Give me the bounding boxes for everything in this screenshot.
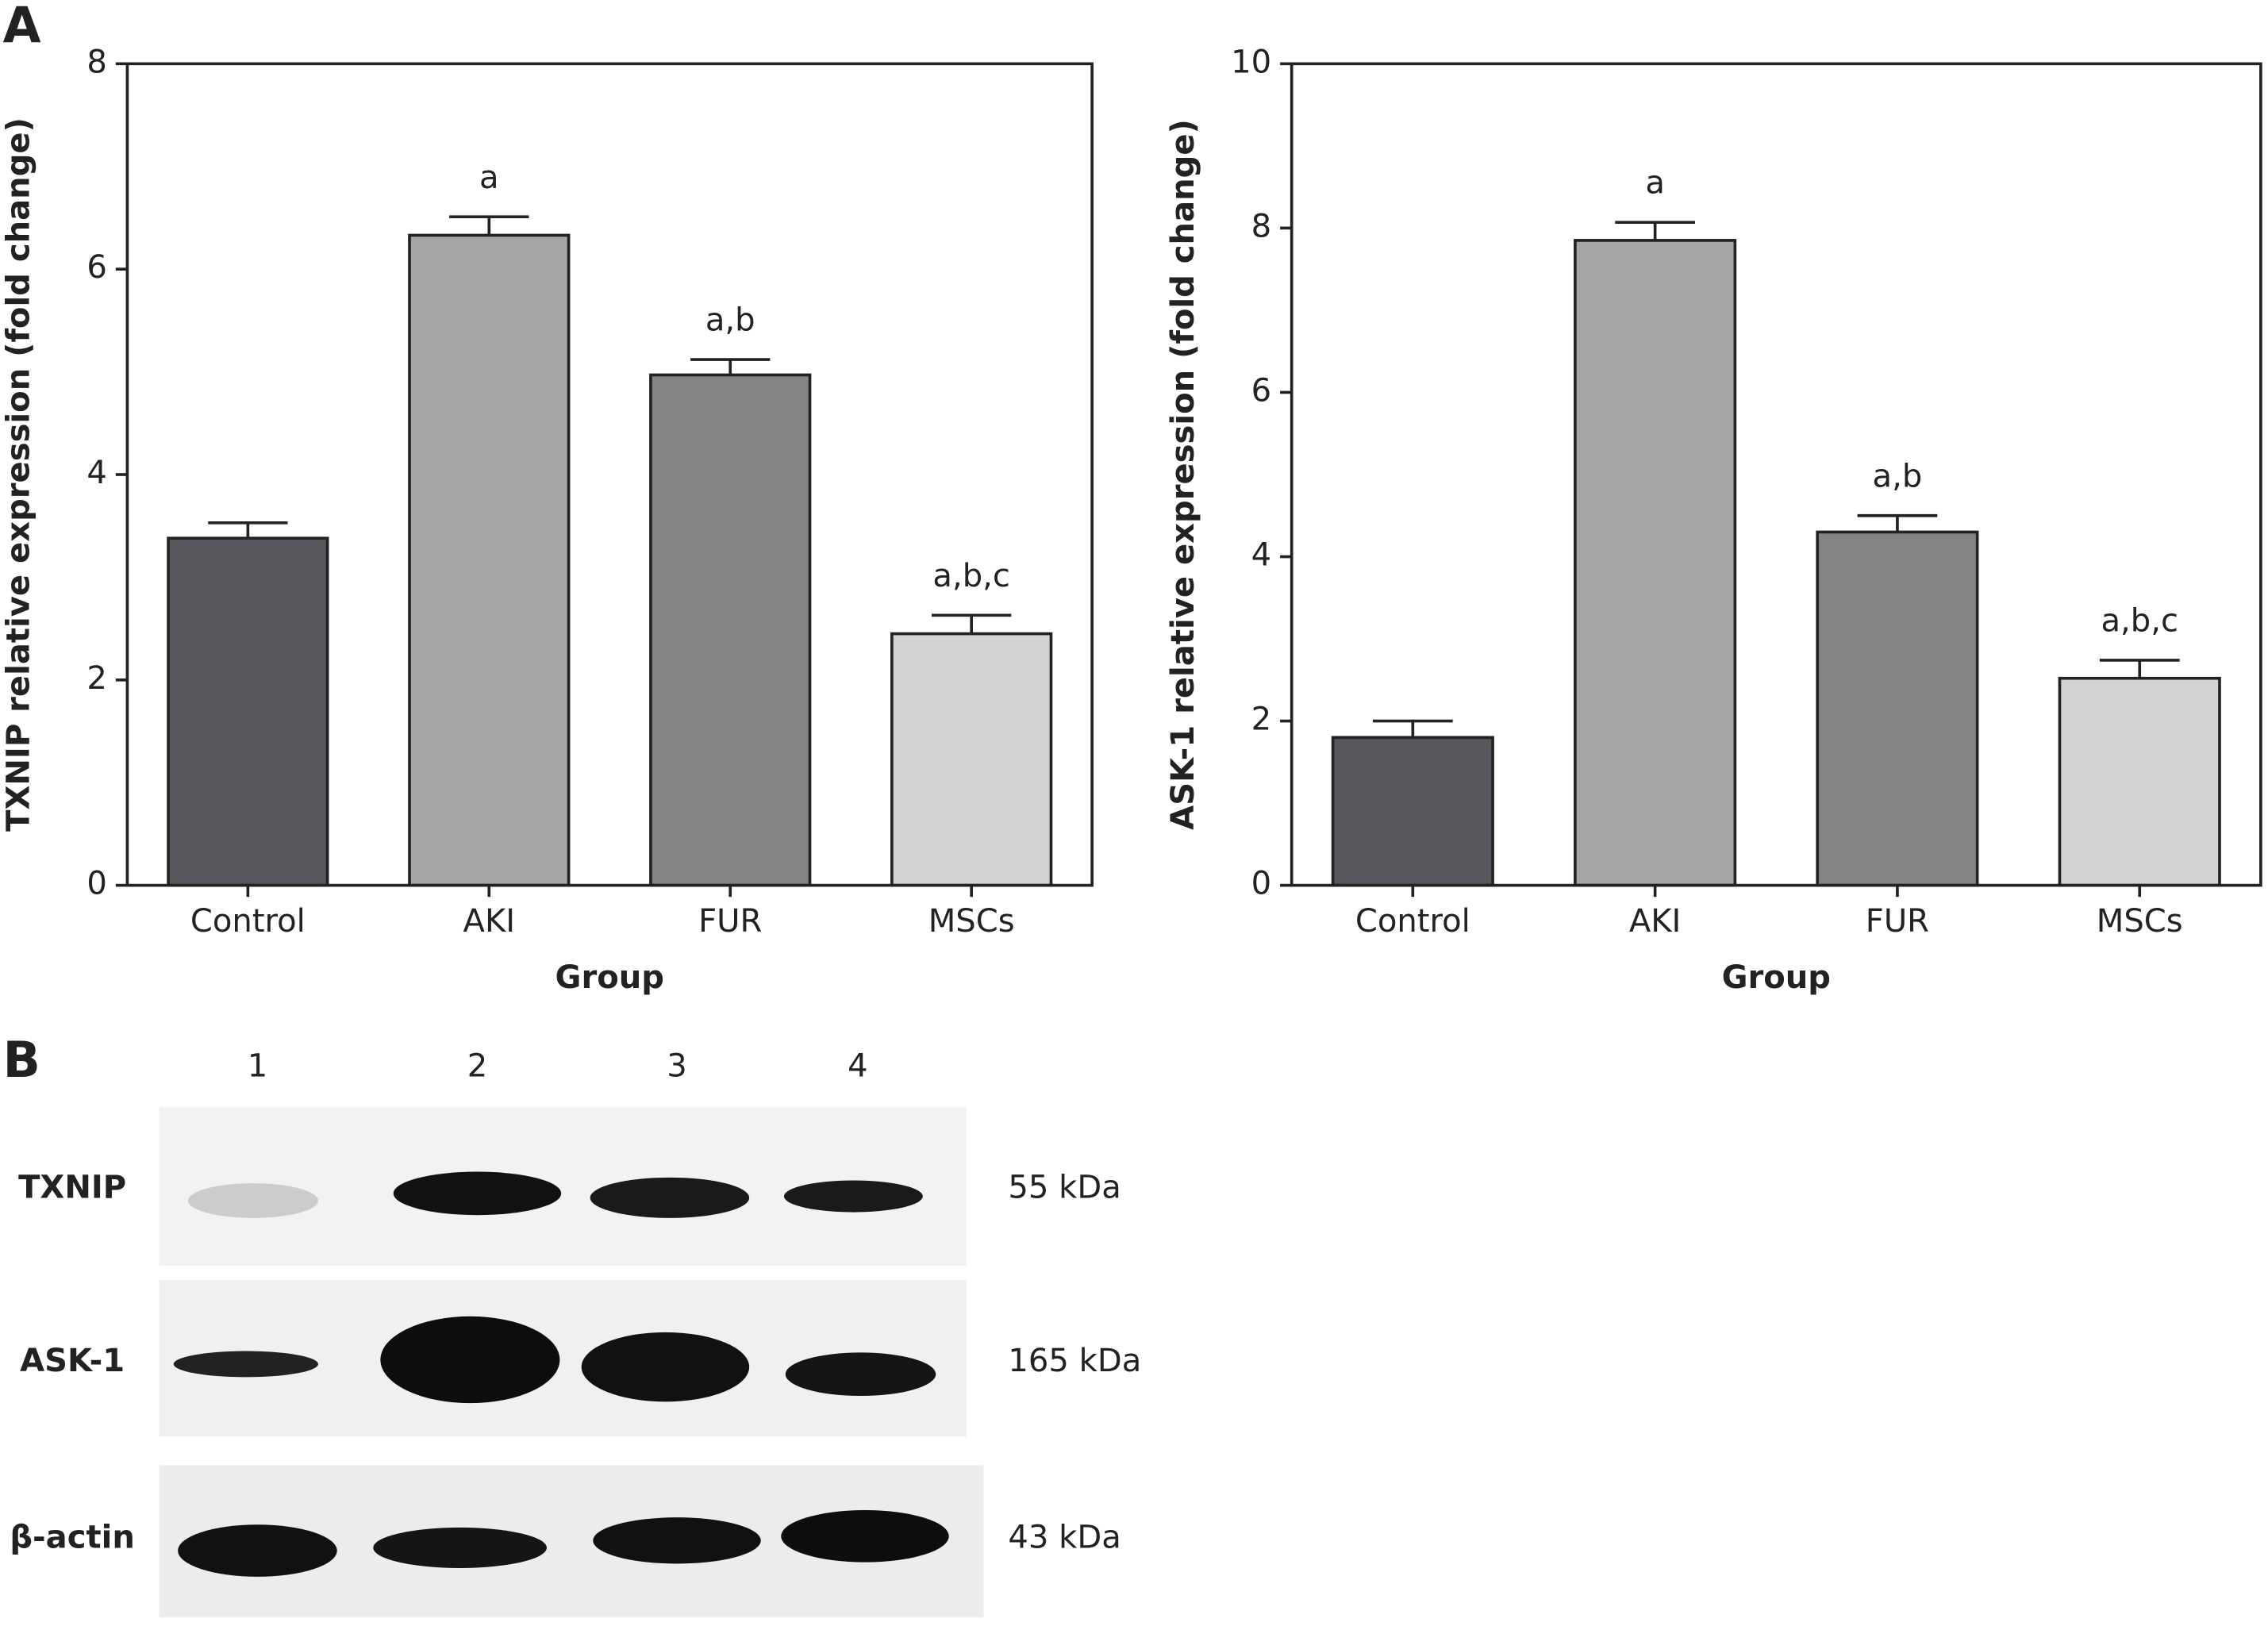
bar — [408, 233, 571, 887]
annotation: a,b,c — [932, 558, 1010, 594]
annotation: a,b — [705, 302, 755, 339]
band — [380, 1316, 560, 1404]
x-tick-label: Control — [1355, 903, 1470, 940]
lane-label: 2 — [467, 1047, 488, 1084]
band — [783, 1180, 923, 1213]
protein-label: TXNIP — [18, 1169, 126, 1205]
size-label: 43 kDa — [1008, 1519, 1121, 1555]
band — [187, 1183, 318, 1218]
band — [593, 1517, 761, 1564]
band — [781, 1510, 949, 1563]
annotation: a,b,c — [2101, 603, 2178, 640]
bar — [890, 632, 1053, 887]
x-axis-label: Group — [555, 959, 664, 996]
x-tick-label: AKI — [1629, 903, 1682, 940]
bar — [1574, 239, 1737, 887]
band — [785, 1352, 936, 1397]
x-tick-label: FUR — [1866, 903, 1929, 940]
y-tick-label: 0 — [86, 866, 106, 902]
bar — [2058, 676, 2221, 887]
y-tick-label: 4 — [86, 455, 106, 491]
y-tick-label: 8 — [1251, 208, 1271, 244]
x-tick-label: MSCs — [2097, 903, 2183, 940]
bar — [167, 536, 329, 887]
band — [581, 1332, 750, 1402]
panel-label: A — [3, 0, 41, 55]
annotation: a — [479, 160, 499, 196]
plot-frame — [1290, 62, 2262, 887]
x-axis-label: Group — [1722, 959, 1831, 996]
y-tick-label: 6 — [1251, 372, 1271, 409]
plot-frame — [125, 62, 1094, 887]
x-tick-label: AKI — [463, 903, 516, 940]
band — [173, 1351, 318, 1378]
panel-label: B — [3, 1031, 40, 1089]
y-tick-label: 4 — [1251, 537, 1271, 574]
annotation: a,b — [1873, 458, 1923, 494]
band — [393, 1171, 562, 1216]
y-axis-label: TXNIP relative expression (fold change) — [1, 117, 37, 832]
blot — [159, 1106, 984, 1617]
bar — [649, 373, 812, 887]
size-label: 165 kDa — [1008, 1343, 1141, 1379]
bar — [1331, 736, 1494, 887]
y-tick-label: 2 — [86, 660, 106, 697]
x-tick-label: Control — [190, 903, 306, 940]
size-label: 55 kDa — [1008, 1169, 1121, 1205]
x-tick-label: FUR — [698, 903, 762, 940]
protein-label: β-actin — [10, 1519, 135, 1555]
lane-label: 4 — [848, 1047, 867, 1084]
y-tick-label: 10 — [1231, 44, 1271, 80]
bar — [1816, 530, 1979, 887]
y-tick-label: 2 — [1251, 702, 1271, 738]
y-tick-label: 6 — [86, 249, 106, 286]
lane-label: 1 — [248, 1047, 268, 1084]
annotation: a — [1645, 165, 1665, 202]
protein-label: ASK-1 — [20, 1343, 125, 1379]
band — [590, 1177, 750, 1218]
y-tick-label: 8 — [86, 44, 106, 80]
y-axis-label: ASK-1 relative expression (fold change) — [1165, 119, 1201, 830]
x-tick-label: MSCs — [928, 903, 1015, 940]
band — [178, 1524, 337, 1577]
band — [373, 1527, 547, 1568]
lane-label: 3 — [667, 1047, 687, 1084]
y-tick-label: 0 — [1251, 866, 1271, 902]
